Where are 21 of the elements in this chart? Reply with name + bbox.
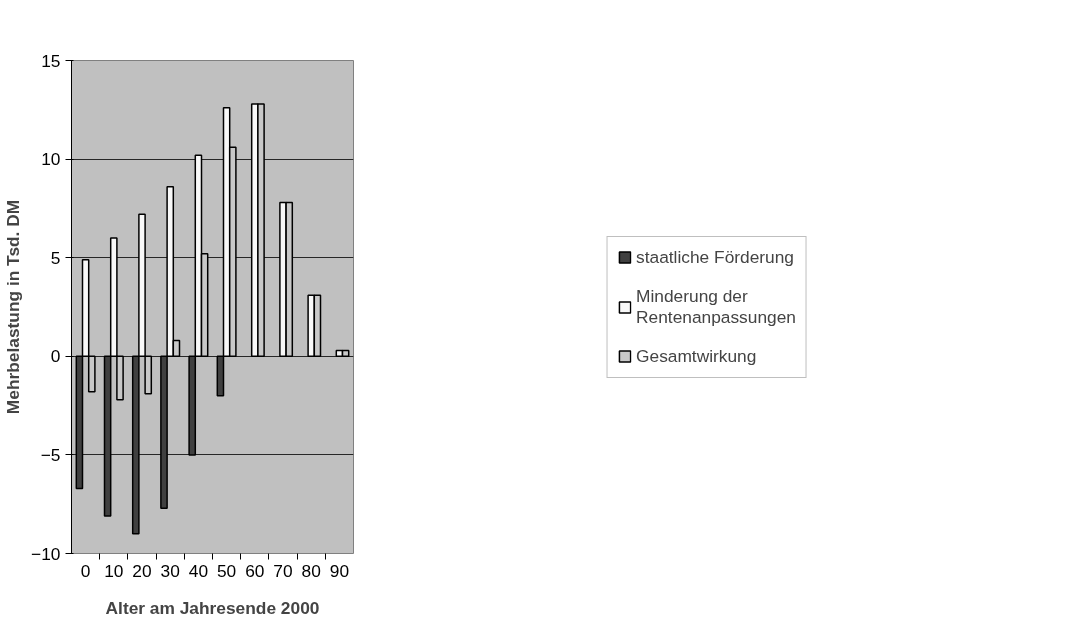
x-tick-label: 20: [132, 560, 152, 581]
x-axis-title: Alter am Jahresende 2000: [105, 597, 320, 618]
x-tick-label: 70: [273, 560, 293, 581]
legend-label: staatliche Förderung: [636, 246, 794, 268]
y-tick-label: 15: [41, 50, 61, 71]
x-tick-label: 90: [329, 560, 350, 581]
x-tick-label: 40: [188, 560, 209, 581]
x-tick-label: 80: [301, 560, 321, 581]
x-tick-label: 10: [104, 560, 124, 581]
y-tick-label: 0: [50, 346, 61, 367]
y-tick-label: −10: [31, 543, 61, 564]
x-tick-label: 30: [160, 560, 180, 581]
legend-label: Minderung der Rentenanpassungen: [636, 285, 796, 328]
y-tick-label: −5: [40, 444, 61, 465]
x-tick-label: 50: [216, 560, 237, 581]
x-tick-label: 60: [245, 560, 265, 581]
y-tick-label: 10: [41, 149, 61, 170]
y-tick-label: 5: [50, 247, 61, 268]
y-axis-title: Mehrbelastung in Tsd. DM: [3, 199, 24, 415]
legend-label: Gesamtwirkung: [636, 345, 757, 367]
x-tick-label: 0: [80, 560, 91, 581]
